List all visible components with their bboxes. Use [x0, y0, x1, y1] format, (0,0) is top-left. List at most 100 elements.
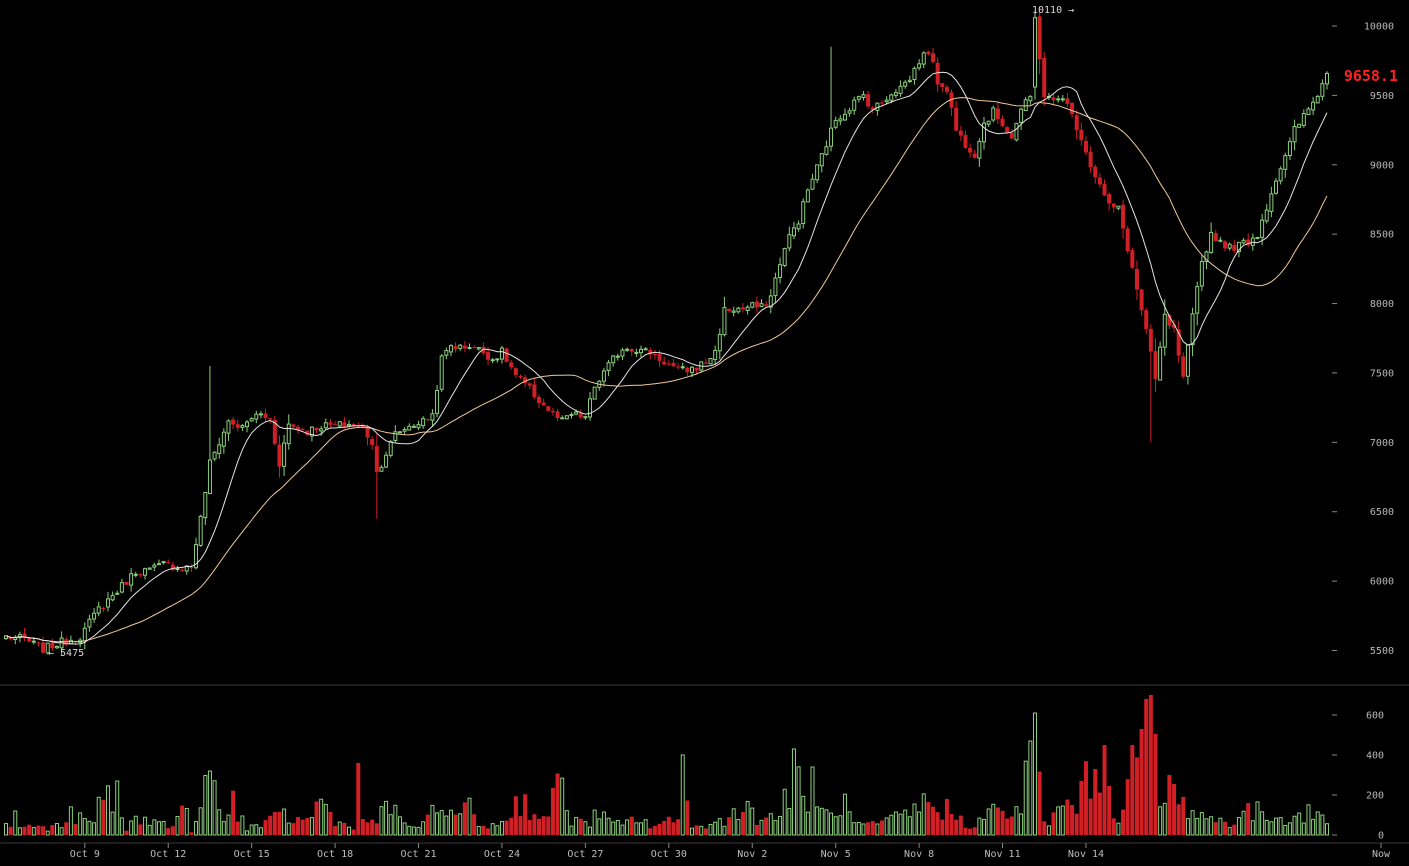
volume-tick-label: 200 — [1366, 791, 1384, 802]
candle — [759, 299, 764, 308]
candle — [170, 561, 175, 572]
volume-bar — [1218, 817, 1223, 836]
volume-bar — [370, 819, 375, 835]
volume-bar — [1148, 695, 1153, 835]
candle — [713, 345, 718, 365]
volume-bar — [824, 809, 829, 836]
volume-bar — [1102, 745, 1107, 835]
candle — [189, 564, 194, 573]
candle — [166, 559, 171, 564]
volume-bar — [129, 820, 134, 836]
candle — [291, 424, 296, 428]
candle — [1190, 307, 1195, 357]
volume-bar — [235, 821, 240, 835]
candle — [935, 57, 940, 92]
candle — [555, 408, 560, 422]
volume-bar — [388, 814, 393, 836]
price-axis: 5500 6000 6500 7000 7500 8000 8500 9000 9500 1000… — [1332, 22, 1394, 657]
volume-bar — [277, 811, 282, 835]
volume-bar — [231, 790, 236, 835]
candle — [1074, 110, 1079, 140]
candle — [578, 409, 583, 419]
candle — [532, 377, 537, 399]
volume-bar — [346, 826, 351, 836]
volume-bar — [736, 819, 741, 836]
volume-bar — [78, 812, 83, 836]
candle — [490, 358, 495, 364]
volume-bar — [1278, 817, 1283, 836]
price-tick-label: 6000 — [1370, 577, 1394, 588]
volume-bar — [717, 818, 722, 836]
volume-bar — [1009, 816, 1014, 835]
candle — [1111, 203, 1116, 213]
volume-bar — [472, 814, 477, 835]
candle — [129, 568, 134, 592]
volume-bar — [991, 803, 996, 836]
candle — [1176, 320, 1181, 363]
volume-bar — [1139, 729, 1144, 835]
candle — [1301, 109, 1306, 128]
volume-bar — [448, 809, 453, 836]
volume-bar — [740, 811, 745, 835]
volume-bar — [41, 826, 46, 835]
candle — [333, 421, 338, 426]
volume-bar — [977, 817, 982, 836]
volume-bar — [300, 819, 305, 835]
candle — [509, 359, 514, 370]
candle — [736, 306, 741, 314]
volume-bar — [119, 817, 124, 836]
volume-bar — [82, 818, 87, 836]
volume-bar — [643, 819, 648, 836]
candle — [639, 345, 644, 358]
candle — [1241, 237, 1246, 245]
volume-tick-label: 400 — [1366, 751, 1384, 762]
volume-bar — [101, 799, 106, 835]
volume-bar — [1241, 810, 1246, 836]
volume-bar — [935, 812, 940, 835]
volume-bar — [365, 822, 370, 835]
candle — [110, 591, 115, 602]
volume-bar — [263, 820, 268, 835]
volume-bar — [462, 802, 467, 835]
candle — [954, 100, 959, 131]
volume-bar — [1190, 810, 1195, 836]
time-tick-label: Oct 27 — [567, 849, 603, 860]
volume-bar — [731, 808, 736, 836]
volume-bar — [1181, 796, 1186, 835]
time-tick-label: Oct 12 — [150, 849, 186, 860]
volume-bar — [1107, 785, 1112, 835]
volume-bar — [625, 819, 630, 836]
candle — [972, 149, 977, 159]
candle — [597, 380, 602, 391]
candle — [722, 296, 727, 337]
volume-bar — [634, 822, 639, 836]
candle — [277, 435, 282, 478]
volume-bar — [773, 820, 778, 836]
volume-bar — [815, 806, 820, 836]
moving-average-fast-line — [5, 71, 1328, 645]
volume-bar — [133, 815, 138, 836]
volume-bar — [105, 785, 110, 836]
volume-bar — [880, 820, 885, 835]
volume-bar — [309, 817, 314, 836]
volume-bar — [671, 822, 676, 835]
volume-bar — [124, 830, 129, 835]
volume-bar — [787, 808, 792, 836]
candle — [912, 66, 917, 85]
candle — [1195, 281, 1200, 326]
volume-bar — [523, 794, 528, 835]
volume-bar — [954, 819, 959, 835]
candle — [156, 559, 161, 566]
volume-bar — [597, 818, 602, 836]
candle — [36, 641, 41, 647]
volume-bar — [889, 814, 894, 836]
candle — [221, 428, 226, 454]
candle — [105, 591, 110, 612]
volume-bar — [689, 827, 694, 836]
candle — [1130, 247, 1135, 269]
volume-bar — [652, 825, 657, 835]
candle — [499, 345, 504, 364]
volume-bar — [1195, 817, 1200, 836]
volume-bar — [1269, 821, 1274, 836]
